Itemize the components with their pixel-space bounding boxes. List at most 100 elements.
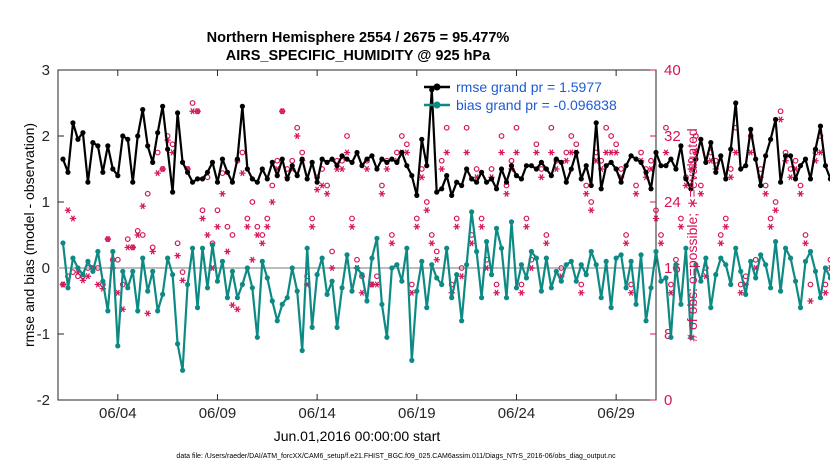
asterisk-stroke	[439, 165, 444, 173]
legend-rmse-marker	[433, 83, 441, 91]
rmse-point	[613, 166, 619, 172]
bias-point	[678, 301, 684, 307]
obs-possible-marker	[807, 281, 814, 288]
rmse-point	[125, 136, 131, 142]
rmse-point	[264, 176, 270, 182]
obs-evaluated-marker	[308, 223, 316, 230]
obs-evaluated-marker	[343, 149, 351, 156]
obs-evaluated-marker	[503, 190, 510, 197]
asterisk-stroke	[623, 240, 629, 247]
bias-point	[653, 248, 659, 255]
obs-possible-marker	[438, 157, 445, 164]
obs-possible-marker	[653, 207, 659, 214]
bias-point	[65, 285, 71, 291]
obs-possible-marker	[568, 133, 575, 139]
rmse-point	[618, 179, 624, 185]
obs-possible-marker	[613, 141, 620, 148]
bias-point	[189, 245, 196, 251]
rmse-point	[648, 186, 654, 192]
obs-possible-marker	[493, 281, 500, 288]
rmse-point	[359, 163, 365, 169]
obs-possible-marker	[827, 256, 830, 263]
chart-subtitle: AIRS_SPECIFIC_HUMIDITY @ 925 hPa	[226, 48, 491, 64]
asterisk-stroke	[753, 264, 758, 272]
obs-possible-marker	[294, 124, 301, 131]
bias-point	[573, 278, 579, 284]
bias-point	[130, 268, 136, 274]
chart-title: Northern Hemisphere 2554 / 2675 = 95.477…	[207, 30, 510, 46]
asterisk-stroke	[95, 281, 100, 288]
bias-point	[733, 245, 739, 251]
bias-point	[384, 334, 390, 340]
bias-point	[603, 258, 609, 264]
x-tick-label: 06/19	[398, 405, 436, 422]
obs-possible-marker	[478, 215, 485, 222]
x-tick-label: 06/24	[498, 405, 536, 422]
obs-possible-marker	[658, 232, 664, 238]
bias-point	[334, 324, 340, 330]
rmse-point	[827, 176, 830, 182]
bias-point	[743, 291, 749, 297]
obs-evaluated-marker	[727, 174, 734, 181]
rmse-point	[414, 192, 420, 198]
obs-evaluated-marker	[463, 149, 470, 156]
asterisk-stroke	[80, 277, 86, 284]
asterisk-stroke	[459, 273, 464, 280]
obs-evaluated-marker	[652, 215, 660, 222]
obs-evaluated-marker	[204, 231, 211, 239]
x-axis: 06/04 06/09 06/14 06/19 06/24 06/29	[99, 70, 635, 422]
bias-point	[628, 258, 634, 264]
obs-evaluated-marker	[498, 149, 505, 156]
asterisk-stroke	[658, 240, 664, 247]
obs-possible-marker	[623, 232, 629, 238]
asterisk-stroke	[688, 165, 694, 173]
obs-evaluated-marker	[64, 207, 72, 214]
asterisk-stroke	[230, 302, 235, 309]
obs-possible-marker	[538, 166, 545, 172]
obs-evaluated-marker	[383, 165, 391, 173]
rmse-point	[628, 153, 634, 159]
bias-point	[777, 288, 784, 294]
bias-point	[738, 268, 744, 274]
rmse-point	[394, 159, 400, 165]
bias-point	[683, 245, 689, 251]
rmse-point	[274, 173, 280, 179]
rmse-point	[528, 163, 535, 169]
obs-evaluated-marker	[79, 277, 87, 284]
asterisk-stroke	[315, 186, 320, 193]
asterisk-stroke	[195, 108, 200, 115]
y-axis-left: -2 -1 0 1 2 3	[37, 62, 64, 409]
asterisk-stroke	[150, 248, 155, 255]
bias-point	[503, 295, 510, 301]
asterisk-stroke	[310, 223, 315, 230]
bias-point	[135, 308, 141, 314]
obs-possible-marker	[533, 141, 540, 148]
rmse-point	[189, 179, 196, 185]
bias-point	[773, 239, 779, 245]
x-tick-label: 06/09	[199, 405, 237, 422]
bias-point	[748, 258, 754, 264]
asterisk-stroke	[544, 240, 549, 247]
asterisk-stroke	[818, 149, 823, 156]
obs-evaluated-marker	[538, 174, 545, 181]
asterisk-stroke	[469, 240, 474, 247]
rmse-point	[718, 153, 724, 159]
rmse-point	[787, 153, 794, 159]
rmse-point	[399, 149, 405, 156]
rmse-point	[703, 159, 709, 165]
asterisk-stroke	[379, 190, 385, 197]
bias-point	[219, 258, 226, 264]
bias-point	[204, 285, 211, 291]
obs-possible-marker	[498, 133, 505, 139]
rmse-point	[299, 156, 305, 162]
obs-possible-marker	[523, 215, 530, 222]
obs-evaluated-marker	[732, 149, 739, 156]
bias-point	[140, 255, 146, 261]
bias-point	[100, 278, 106, 284]
obs-evaluated-marker	[478, 223, 485, 230]
obs-evaluated-marker	[513, 149, 520, 156]
bias-point	[319, 255, 325, 261]
rmse-point	[105, 143, 111, 149]
bias-point	[284, 295, 290, 301]
obs-possible-marker	[463, 124, 470, 131]
